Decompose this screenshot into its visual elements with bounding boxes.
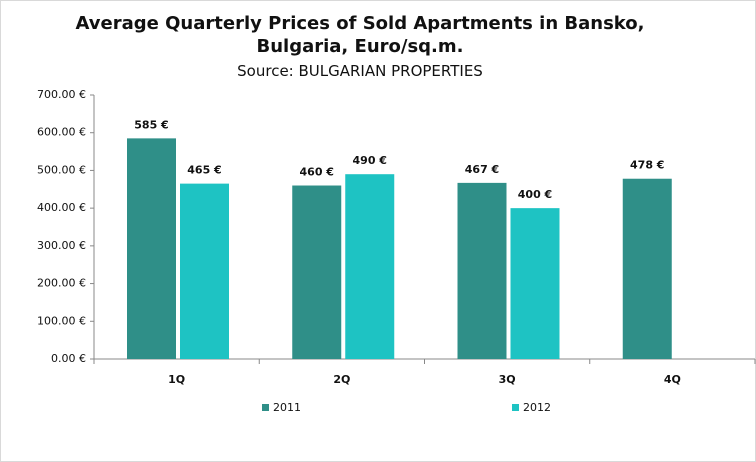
legend-swatch	[512, 404, 519, 411]
chart-title: Average Quarterly Prices of Sold Apartme…	[75, 13, 645, 57]
chart-subtitle: Source: BULGARIAN PROPERTIES	[237, 62, 483, 80]
value-label: 490 €	[353, 154, 387, 167]
y-tick-label: 400.00 €	[37, 201, 86, 214]
x-tick-label: 1Q	[168, 373, 185, 386]
y-tick-label: 0.00 €	[51, 352, 86, 365]
x-tick-label: 3Q	[499, 373, 516, 386]
y-tick-label: 700.00 €	[37, 88, 86, 101]
value-label: 460 €	[300, 166, 334, 179]
legend-label: 2011	[273, 401, 301, 414]
y-tick-label: 300.00 €	[37, 239, 86, 252]
bar	[510, 208, 560, 359]
y-tick-label: 600.00 €	[37, 126, 86, 139]
bar	[457, 182, 507, 359]
value-label: 400 €	[518, 188, 552, 201]
bar	[622, 178, 672, 359]
value-label: 467 €	[465, 163, 499, 176]
bar	[180, 183, 229, 359]
legend-swatch	[262, 404, 269, 411]
x-tick-label: 2Q	[333, 373, 350, 386]
value-label: 465 €	[187, 164, 221, 177]
x-tick-label: 4Q	[664, 373, 681, 386]
y-tick-label: 200.00 €	[37, 277, 86, 290]
bar	[127, 138, 176, 359]
legend-label: 2012	[523, 401, 551, 414]
bar	[345, 174, 395, 359]
y-tick-label: 500.00 €	[37, 163, 86, 176]
value-label: 478 €	[630, 159, 664, 172]
bar	[292, 185, 342, 359]
y-tick-label: 100.00 €	[37, 314, 86, 327]
value-label: 585 €	[134, 118, 168, 131]
